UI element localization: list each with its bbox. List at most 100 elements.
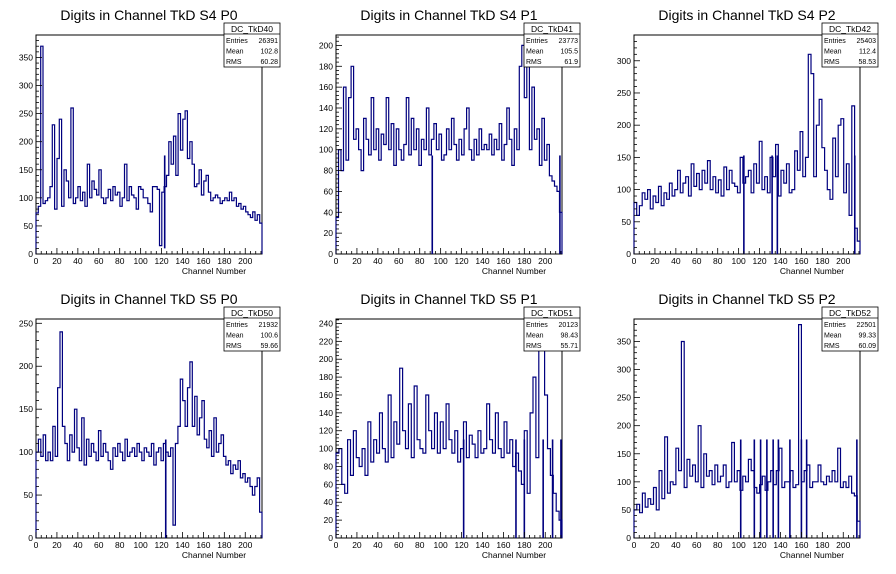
histogram-panel-1: Digits in Channel TkD S4 P1 0 20 40 60 80 100 1… — [319, 7, 581, 276]
plot-frame — [335, 34, 563, 255]
stats-value-rms: 60.09 — [858, 343, 876, 350]
y-tick-label: 0 — [328, 533, 333, 543]
y-tick-label: 0 — [328, 249, 333, 259]
plot-title: Digits in Channel TkD S5 P1 — [360, 291, 537, 307]
plot-frame — [35, 34, 263, 255]
x-tick-label: 160 — [196, 540, 210, 550]
stats-box: DC_TkD52 Entries 22501 Mean 99.33 RMS 60.09 — [821, 306, 879, 352]
y-tick-label: 0 — [28, 249, 33, 259]
plot-title: Digits in Channel TkD S4 P1 — [360, 7, 537, 23]
plot-title: Digits in Channel TkD S5 P2 — [658, 291, 835, 307]
y-tick-label: 50 — [622, 217, 632, 227]
y-tick-label: 150 — [617, 449, 631, 459]
stats-box-frame — [523, 22, 581, 68]
x-axis-label: Channel Number — [182, 550, 246, 560]
stats-value-mean: 102.8 — [260, 49, 278, 56]
y-tick-label: 120 — [319, 124, 333, 134]
y-tick-label: 100 — [19, 447, 33, 457]
x-tick-label: 0 — [632, 256, 637, 266]
stats-value-mean: 99.33 — [858, 333, 876, 340]
stats-value-rms: 55.71 — [560, 343, 578, 350]
x-tick-label: 80 — [415, 540, 425, 550]
y-tick-label: 200 — [617, 421, 631, 431]
stats-label-rms: RMS — [824, 343, 840, 350]
stats-value-entries: 23773 — [559, 38, 579, 45]
histogram-panel-2: Digits in Channel TkD S4 P2 0 20 40 60 80 100 1… — [617, 7, 879, 276]
x-tick-label: 180 — [815, 256, 829, 266]
x-tick-label: 80 — [415, 256, 425, 266]
x-tick-label: 80 — [713, 540, 723, 550]
y-tick-label: 80 — [324, 461, 334, 471]
x-tick-label: 140 — [475, 540, 489, 550]
histogram-panel-4: Digits in Channel TkD S5 P1 0 20 40 60 80 100 1… — [319, 291, 581, 560]
stats-value-entries: 26391 — [259, 38, 279, 45]
x-tick-label: 60 — [692, 540, 702, 550]
y-tick-label: 100 — [319, 444, 333, 454]
stats-label-rms: RMS — [824, 59, 840, 66]
stats-value-rms: 59.66 — [260, 343, 278, 350]
x-tick-label: 200 — [238, 540, 252, 550]
y-tick-label: 40 — [324, 497, 334, 507]
y-tick-label: 80 — [324, 166, 334, 176]
stats-name: DC_TkD40 — [231, 24, 273, 34]
y-tick-label: 40 — [324, 207, 334, 217]
x-tick-label: 100 — [134, 256, 148, 266]
x-tick-label: 120 — [154, 540, 168, 550]
y-tick-label: 250 — [617, 393, 631, 403]
y-tick-label: 140 — [319, 103, 333, 113]
stats-label-rms: RMS — [526, 343, 542, 350]
y-tick-label: 100 — [319, 145, 333, 155]
y-tick-label: 220 — [319, 336, 333, 346]
histogram-series — [633, 324, 861, 538]
histogram-panel-5: Digits in Channel TkD S5 P2 0 20 40 60 80 100 1… — [617, 291, 879, 560]
stats-box: DC_TkD41 Entries 23773 Mean 105.5 RMS 61.9 — [523, 22, 581, 68]
x-tick-label: 20 — [352, 540, 362, 550]
plot-title: Digits in Channel TkD S4 P2 — [658, 7, 835, 23]
y-tick-label: 300 — [617, 56, 631, 66]
y-tick-label: 250 — [19, 318, 33, 328]
y-tick-label: 0 — [626, 533, 631, 543]
x-tick-label: 100 — [134, 540, 148, 550]
plot-frame — [335, 318, 563, 539]
stats-value-entries: 21932 — [259, 322, 279, 329]
y-tick-label: 20 — [324, 228, 334, 238]
stats-name: DC_TkD42 — [829, 24, 871, 34]
stats-value-mean: 100.6 — [260, 333, 278, 340]
plot-frame — [633, 318, 861, 539]
x-tick-label: 140 — [773, 540, 787, 550]
x-tick-label: 140 — [773, 256, 787, 266]
y-tick-label: 200 — [19, 137, 33, 147]
x-tick-label: 120 — [752, 540, 766, 550]
stats-value-entries: 22501 — [857, 322, 877, 329]
x-tick-label: 200 — [836, 256, 850, 266]
y-tick-label: 160 — [319, 390, 333, 400]
x-tick-label: 180 — [815, 540, 829, 550]
x-tick-label: 160 — [794, 540, 808, 550]
stats-box-frame — [523, 306, 581, 352]
x-axis-label: Channel Number — [780, 266, 844, 276]
y-tick-label: 240 — [319, 318, 333, 328]
stats-label-entries: Entries — [824, 38, 846, 45]
stats-label-mean: Mean — [526, 49, 544, 56]
stats-value-mean: 105.5 — [560, 49, 578, 56]
plot-frame — [633, 34, 861, 255]
y-tick-label: 150 — [19, 165, 33, 175]
x-tick-label: 80 — [713, 256, 723, 266]
x-tick-label: 40 — [671, 540, 681, 550]
x-tick-label: 120 — [454, 540, 468, 550]
x-tick-label: 100 — [732, 540, 746, 550]
y-tick-label: 100 — [19, 193, 33, 203]
stats-label-entries: Entries — [526, 322, 548, 329]
stats-label-entries: Entries — [824, 322, 846, 329]
x-tick-label: 40 — [373, 256, 383, 266]
stats-box-frame — [821, 22, 879, 68]
plot-title: Digits in Channel TkD S5 P0 — [60, 291, 237, 307]
x-tick-label: 100 — [732, 256, 746, 266]
x-tick-label: 80 — [115, 256, 125, 266]
y-tick-label: 60 — [324, 479, 334, 489]
stats-label-entries: Entries — [226, 38, 248, 45]
y-tick-label: 0 — [626, 249, 631, 259]
x-tick-label: 180 — [217, 540, 231, 550]
stats-label-mean: Mean — [526, 333, 544, 340]
stats-name: DC_TkD41 — [531, 24, 573, 34]
